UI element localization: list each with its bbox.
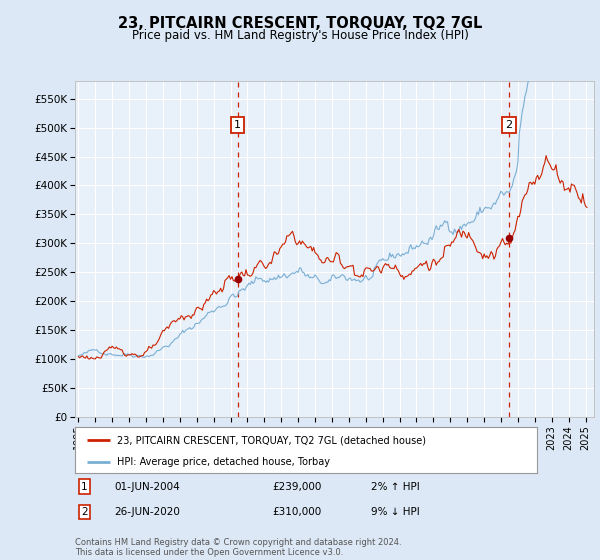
Text: 9% ↓ HPI: 9% ↓ HPI [371, 507, 419, 517]
Text: HPI: Average price, detached house, Torbay: HPI: Average price, detached house, Torb… [116, 457, 329, 466]
Text: 23, PITCAIRN CRESCENT, TORQUAY, TQ2 7GL: 23, PITCAIRN CRESCENT, TORQUAY, TQ2 7GL [118, 16, 482, 31]
Text: £310,000: £310,000 [272, 507, 322, 517]
Text: 26-JUN-2020: 26-JUN-2020 [114, 507, 180, 517]
Text: 01-JUN-2004: 01-JUN-2004 [114, 482, 179, 492]
Text: 1: 1 [234, 120, 241, 130]
Text: Price paid vs. HM Land Registry's House Price Index (HPI): Price paid vs. HM Land Registry's House … [131, 29, 469, 42]
Text: £239,000: £239,000 [272, 482, 322, 492]
Text: 2: 2 [506, 120, 512, 130]
Text: 2% ↑ HPI: 2% ↑ HPI [371, 482, 419, 492]
Text: 23, PITCAIRN CRESCENT, TORQUAY, TQ2 7GL (detached house): 23, PITCAIRN CRESCENT, TORQUAY, TQ2 7GL … [116, 435, 425, 445]
Text: 1: 1 [81, 482, 88, 492]
Text: 2: 2 [81, 507, 88, 517]
Text: Contains HM Land Registry data © Crown copyright and database right 2024.
This d: Contains HM Land Registry data © Crown c… [75, 538, 401, 557]
